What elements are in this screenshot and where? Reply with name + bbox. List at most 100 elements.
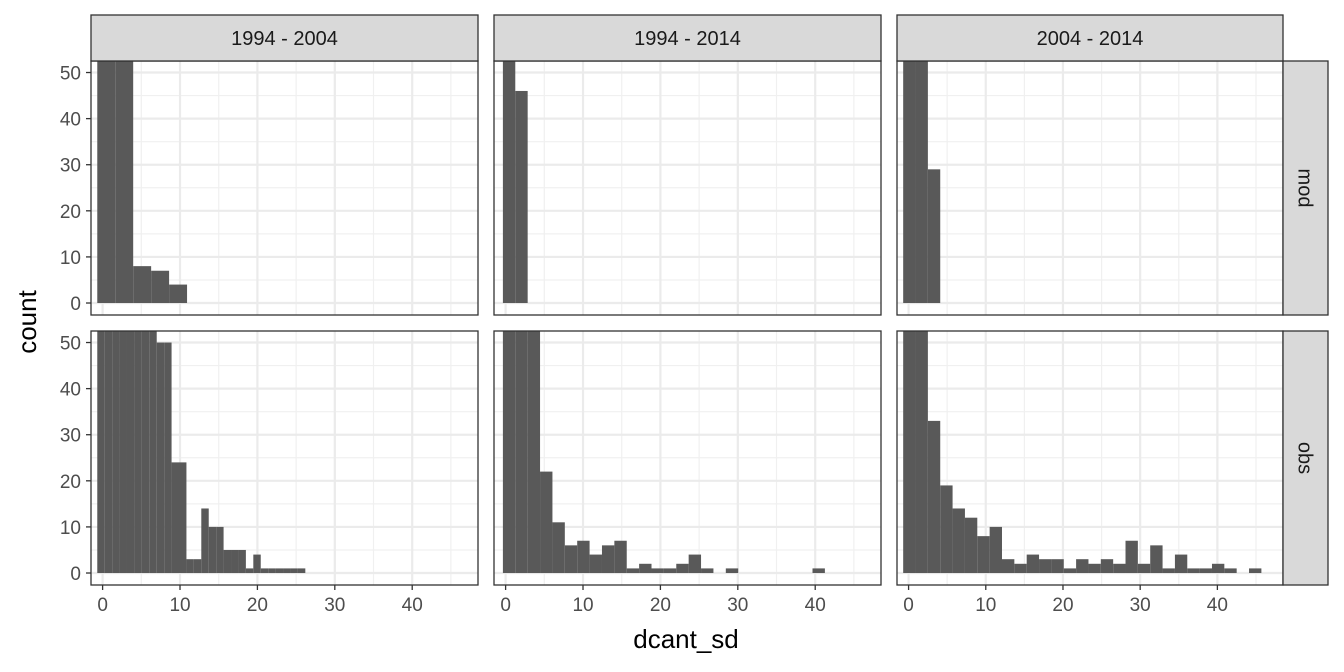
strip-label: 1994 - 2004 [231,28,338,50]
histogram-bar [651,568,664,574]
strip-obs [1282,330,1329,586]
panel-2004-2014-obs [896,330,1284,586]
y-axis-title: count [12,289,42,353]
histogram-bar [1125,540,1138,574]
histogram-bar [725,568,739,574]
strip-label: mod [1294,169,1316,208]
y-tick-label: 10 [60,518,81,539]
histogram-bar [275,568,284,574]
strip-label: 1994 - 2014 [634,28,741,50]
histogram-bar [164,342,172,574]
histogram-bar [1076,559,1089,574]
panel-border [493,330,882,586]
histogram-bar [193,559,202,574]
histogram-bar [208,526,217,574]
histogram-bar [151,270,170,304]
histogram-bar [903,61,916,304]
histogram-bar [915,61,928,304]
strip-1994-2004 [90,14,479,62]
histogram-bar [1150,545,1163,574]
histogram-bar [201,508,209,574]
x-tick-label: 10 [169,595,190,616]
histogram-bar [663,568,677,574]
strip-label: obs [1294,442,1316,474]
histogram-bar [1063,568,1077,574]
y-tick-label: 30 [60,426,81,447]
histogram-bar [552,522,565,574]
y-tick-label: 20 [60,472,81,493]
histogram-bar [290,568,298,574]
panel-1994-2014-obs [493,330,882,586]
y-tick-label: 50 [60,334,81,355]
histogram-bar [564,545,578,574]
histogram-bar [1199,568,1212,574]
histogram-bar [527,331,541,574]
bars [502,331,825,574]
histogram-bar [97,331,105,574]
histogram-bar [502,61,516,304]
histogram-bar [515,331,528,574]
histogram-bar [676,563,689,574]
histogram-bar [216,526,224,574]
histogram-bar [626,568,640,574]
histogram-bar [1014,563,1027,574]
y-tick-label: 40 [60,380,81,401]
panel-border [90,330,479,586]
x-tick-label: 0 [500,595,511,616]
y-tick-label: 50 [60,64,81,85]
histogram-bar [156,342,165,574]
y-tick-label: 10 [60,248,81,269]
histogram-bar [283,568,291,574]
bars [903,331,1262,574]
histogram-bar [601,545,615,574]
bars [502,61,528,304]
histogram-bar [1039,559,1052,574]
strip-1994-2014 [493,14,882,62]
x-tick-label: 20 [247,595,268,616]
histogram-bar [238,549,246,574]
panel-1994-2014-mod [493,60,882,316]
histogram-bar [1162,568,1175,574]
histogram-bar [989,526,1002,574]
x-tick-label: 10 [975,595,996,616]
histogram-bar [1026,554,1040,574]
histogram-bar [133,266,152,304]
histogram-bar [104,331,113,574]
panel-2004-2014-mod [896,60,1284,316]
histogram-bar [260,568,269,574]
histogram-bar [126,331,135,574]
y-tick-label: 30 [60,156,81,177]
histogram-bar [169,284,188,304]
histogram-bar [171,462,180,574]
x-tick-label: 0 [903,595,914,616]
histogram-bar [701,568,714,574]
axes-layer: 0 10 20 30 40 50 0 10 20 30 40 50 0 10 20 30 40 0 10 20 30 40… [60,64,1228,616]
histogram-bar [1051,559,1064,574]
histogram-bar [1187,568,1200,574]
histogram-bar [119,331,127,574]
y-tick-label: 40 [60,110,81,131]
histogram-bar [297,568,306,574]
x-tick-label: 10 [572,595,593,616]
histogram-bar [1137,563,1151,574]
histogram-bar [223,549,232,574]
histogram-bar [97,61,116,304]
panels-layer [90,60,1284,586]
bars [903,61,941,304]
histogram-bar [915,331,928,574]
histogram-bar [1224,568,1237,574]
x-tick-label: 40 [1207,595,1228,616]
histogram-bar [1249,568,1262,574]
histogram-bar [940,485,953,574]
histogram-bar [253,554,261,574]
strips-layer: 1994 - 2004 1994 - 2014 2004 - 2014 mod obs [90,14,1329,586]
histogram-bar [589,554,602,574]
x-tick-label: 40 [402,595,423,616]
histogram-bar [614,540,627,574]
strip-2004-2014 [896,14,1284,62]
y-tick-label: 0 [70,564,81,585]
x-tick-label: 30 [324,595,345,616]
x-tick-label: 0 [97,595,108,616]
x-tick-label: 30 [1130,595,1151,616]
